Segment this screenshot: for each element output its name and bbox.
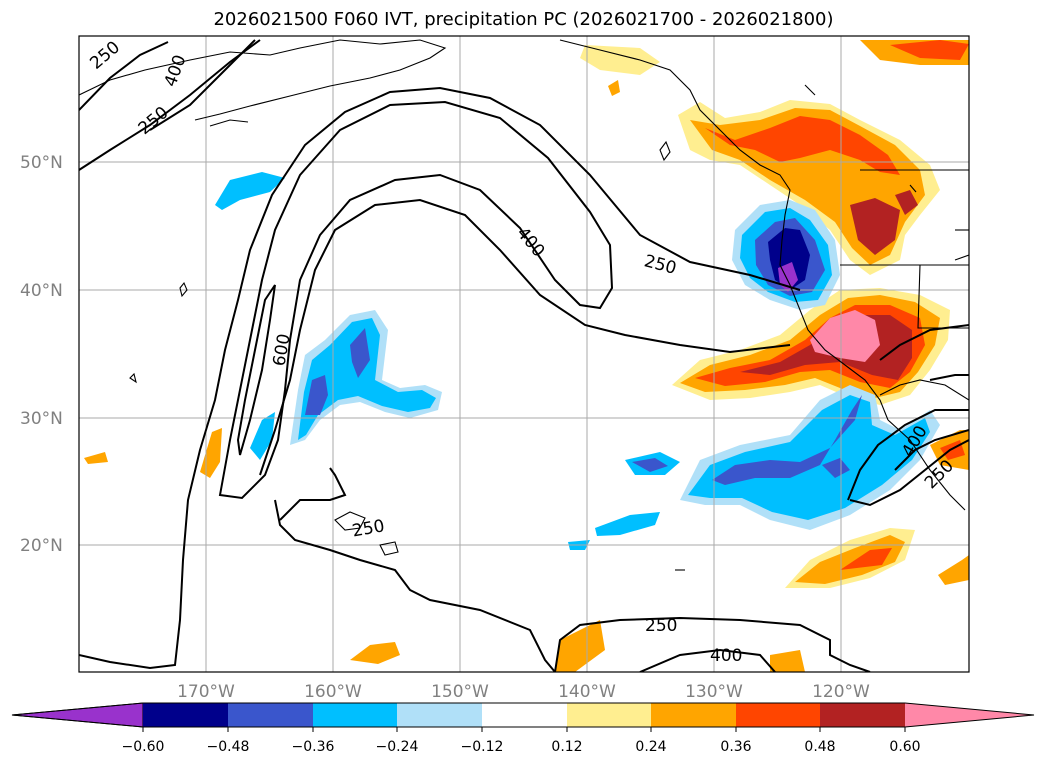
lat-label-40n: 40°N [20,281,63,301]
colorbar-bin-1 [143,703,228,727]
lat-label-30n: 30°N [20,409,63,429]
colorbar-tick-label: −0.48 [207,739,250,755]
map-border [78,35,970,673]
lon-label-160w: 160°W [304,682,362,702]
lon-label-170w: 170°W [177,682,235,702]
graticule [79,36,969,672]
longitude-labels: 170°W 160°W 150°W 140°W 130°W 120°W [177,682,870,702]
map-title: 2026021500 F060 IVT, precipitation PC (2… [213,9,834,30]
colorbar-bin-8 [736,703,820,727]
colorbar-bin-7 [651,703,736,727]
lat-label-20n: 20°N [20,536,63,556]
ivt-label-250-south: 250 [645,616,677,636]
colorbar-tick-label: 0.12 [551,739,582,755]
colorbar-ticks [142,727,906,732]
lat-label-50n: 50°N [20,153,63,173]
colorbar-bin-4 [397,703,482,727]
colorbar-tick-label: −0.24 [376,739,419,755]
colorbar-tick-label: 0.24 [635,739,666,755]
coastlines [79,39,969,571]
ivt-contours [79,39,969,672]
colorbar-bin-9 [820,703,905,727]
colorbar-tick-label: 0.48 [804,739,835,755]
colorbar-tick-labels: −0.60 −0.48 −0.36 −0.24 −0.12 0.12 0.24 … [122,739,921,755]
colorbar-tick-label: −0.60 [122,739,165,755]
colorbar-bin-5 [482,703,567,727]
colorbar-tick-label: −0.36 [292,739,335,755]
colorbar-tick-label: 0.60 [889,739,920,755]
ivt-label-400-south: 400 [710,646,742,666]
colorbar-under-extension [11,702,144,728]
colorbar-tick-label: −0.12 [461,739,504,755]
colorbar-bin-6 [567,703,651,727]
precip-fields [84,40,969,672]
latitude-labels: 50°N 40°N 30°N 20°N [20,153,63,556]
lon-label-120w: 120°W [812,682,870,702]
colorbar-tick-label: 0.36 [720,739,751,755]
map-area: 250 400 250 600 400 250 250 250 400 400 … [79,36,969,672]
colorbar-bin-2 [228,703,313,727]
colorbar-bin-3 [313,703,397,727]
colorbar: −0.60 −0.48 −0.36 −0.24 −0.12 0.12 0.24 … [11,702,1035,755]
lon-label-150w: 150°W [431,682,489,702]
colorbar-over-extension [905,703,1034,727]
lon-label-140w: 140°W [558,682,616,702]
lon-label-130w: 130°W [685,682,743,702]
